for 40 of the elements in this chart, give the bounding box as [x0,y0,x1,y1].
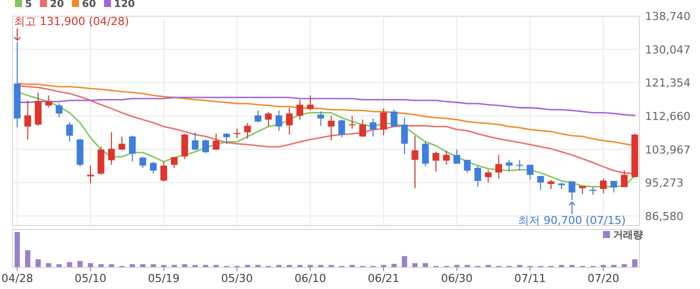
bar [130,264,135,267]
bar [391,264,397,267]
bar [25,250,30,267]
annotation: 최저 90,700 (07/15) [518,214,626,228]
bar [622,264,627,267]
bar [182,264,188,267]
x-tick-label: 07/11 [514,272,546,285]
legend-label: 5 [25,0,32,10]
x-tick-label: 07/20 [588,272,620,285]
x-tick-label: 06/10 [294,272,326,285]
bar [56,264,62,267]
bar [402,256,408,267]
bar [422,263,428,267]
x-tick-label: 05/30 [221,272,253,285]
x-tick-label: 05/19 [148,272,180,285]
bar [140,264,146,267]
bar [77,261,83,267]
y-tick-label: 121,354 [645,76,690,90]
bar [632,259,638,267]
y-tick-label: 103,967 [645,143,690,156]
y-tick-label: 112,660 [645,110,690,123]
bar [98,264,104,267]
y-tick-label: 95,273 [645,176,684,190]
bar [108,264,114,267]
x-tick-label: 06/21 [368,272,400,285]
y-tick-label: 86,580 [645,210,684,223]
bar [36,259,41,267]
annotation: 최고 131,900 (04/28) [14,15,129,28]
bar [66,262,72,267]
bar [150,264,156,267]
bar [14,232,20,267]
y-tick-label: 130,047 [645,43,690,56]
x-tick-label: 04/28 [1,272,34,285]
bar [88,263,94,267]
x-tick-label: 05/10 [74,272,106,285]
bar [46,263,52,267]
legend-label: 거래량 [613,230,643,241]
bar [412,263,418,267]
y-tick-label: 138,740 [645,10,690,23]
x-tick-label: 06/30 [440,272,473,285]
